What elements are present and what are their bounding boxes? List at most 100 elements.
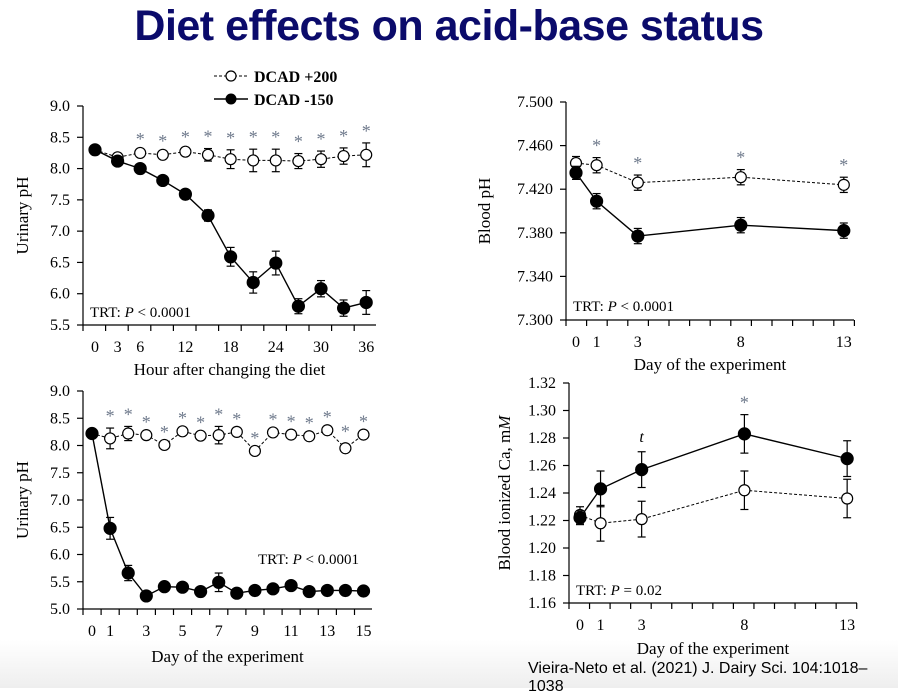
data-point-dcad-minus150: [734, 218, 748, 232]
x-tick-label: 5: [179, 623, 187, 640]
data-point-dcad-minus150: [246, 275, 260, 290]
significance-asterisk: *: [196, 413, 205, 433]
data-point-dcad-plus200: [635, 513, 648, 526]
y-tick-label: 1.20: [528, 540, 556, 557]
y-tick-label: 8.5: [50, 129, 70, 146]
y-tick-label: 7.5: [50, 192, 70, 209]
significance-asterisk: *: [740, 393, 749, 413]
data-point-dcad-minus150: [248, 583, 262, 598]
data-point-dcad-minus150: [175, 580, 190, 594]
data-point-dcad-plus200: [314, 153, 328, 166]
data-point-dcad-minus150: [314, 282, 328, 296]
x-tick-label: 18: [223, 339, 239, 356]
x-axis-title: Day of the experiment: [634, 355, 787, 374]
data-point-dcad-plus200: [269, 154, 282, 167]
data-point-dcad-minus150: [157, 580, 171, 594]
data-point-dcad-minus150: [201, 208, 215, 223]
y-axis-title: Urinary pH: [13, 177, 32, 255]
data-point-dcad-minus150: [103, 521, 117, 535]
trt-p: P: [292, 552, 302, 568]
x-tick-label: 7: [215, 623, 223, 640]
significance-asterisk: *: [633, 153, 642, 173]
trt-p-value-annotation: TRT: P < 0.0001: [258, 552, 359, 568]
legend-label-dcad-minus150: DCAD -150: [254, 92, 334, 109]
data-point-dcad-minus150: [737, 427, 752, 441]
y-tick-label: 7.500: [517, 94, 553, 111]
significance-asterisk: *: [204, 127, 213, 147]
significance-asterisk: *: [736, 148, 745, 168]
data-point-dcad-plus200: [201, 148, 215, 161]
y-tick-label: 7.460: [517, 138, 553, 155]
data-point-dcad-plus200: [357, 428, 370, 441]
significance-asterisk: *: [305, 413, 314, 433]
data-point-dcad-minus150: [230, 586, 244, 600]
y-tick-label: 7.300: [517, 312, 553, 329]
trt-value: = 0.02: [620, 583, 662, 599]
significance-asterisk: *: [269, 409, 278, 429]
data-point-dcad-plus200: [590, 159, 603, 172]
slide-title: Diet effects on acid-base status: [134, 2, 764, 50]
data-point-dcad-plus200: [360, 148, 373, 161]
x-axis-title: Day of the experiment: [151, 647, 304, 666]
significance-asterisk: *: [142, 412, 151, 432]
x-tick-label: 8: [740, 617, 748, 634]
y-tick-label: 7.0: [50, 492, 70, 509]
x-tick-label: 3: [114, 339, 122, 356]
series-line-dcad-plus200: [575, 162, 844, 186]
trt-p-value-annotation: TRT: P < 0.0001: [573, 299, 674, 315]
significance-asterisk: *: [106, 406, 115, 426]
x-tick-label: 3: [634, 334, 642, 351]
significance-asterisk: *: [181, 127, 190, 147]
data-point-dcad-plus200: [734, 171, 747, 184]
data-point-dcad-minus150: [139, 589, 153, 603]
citation: Vieira-Neto et al. (2021) J. Dairy Sci. …: [528, 660, 868, 695]
data-point-dcad-minus150: [121, 566, 135, 580]
x-tick-label: 9: [251, 623, 259, 640]
significance-asterisk: *: [250, 428, 259, 448]
data-point-dcad-plus200: [266, 426, 280, 439]
x-tick-label: 13: [839, 617, 855, 634]
data-point-dcad-minus150: [284, 578, 298, 593]
data-point-dcad-minus150: [212, 575, 226, 589]
data-point-dcad-plus200: [156, 148, 169, 161]
y-tick-label: 1.32: [528, 375, 556, 392]
y-axis-title: Urinary pH: [13, 461, 32, 539]
significance-asterisk: *: [232, 409, 241, 429]
y-tick-label: 1.30: [528, 403, 556, 420]
y-tick-label: 1.22: [528, 513, 556, 530]
y-axis-title: Blood ionized Ca, mM: [495, 415, 514, 571]
data-point-dcad-plus200: [292, 154, 305, 168]
y-tick-label: 6.0: [50, 286, 70, 303]
trt-prefix: TRT:: [573, 299, 608, 315]
data-point-dcad-minus150: [224, 250, 238, 264]
trt-p-value-annotation: TRT: P < 0.0001: [90, 305, 191, 321]
y-tick-label: 7.380: [517, 225, 553, 242]
data-point-dcad-minus150: [88, 143, 102, 157]
y-tick-label: 7.420: [517, 181, 553, 198]
y-tick-label: 8.0: [50, 161, 70, 178]
y-tick-label: 6.5: [50, 254, 70, 271]
significance-asterisk: *: [214, 404, 223, 424]
trt-value: < 0.0001: [134, 305, 191, 321]
data-point-dcad-minus150: [840, 452, 854, 466]
data-point-dcad-plus200: [631, 176, 644, 189]
x-tick-label: 0: [91, 339, 99, 356]
legend-marker-dcad-minus150: [225, 93, 237, 105]
data-point-dcad-minus150: [133, 161, 147, 176]
data-point-dcad-minus150: [593, 482, 608, 496]
y-axis-title-unit: M: [495, 415, 514, 431]
data-point-dcad-minus150: [302, 584, 316, 599]
data-point-dcad-plus200: [738, 484, 751, 497]
y-tick-label: 7.0: [50, 223, 70, 240]
data-point-dcad-plus200: [594, 517, 607, 530]
data-point-dcad-plus200: [303, 430, 316, 443]
x-tick-label: 6: [136, 339, 144, 356]
y-tick-label: 5.5: [50, 574, 70, 591]
data-point-dcad-minus150: [635, 463, 649, 477]
data-point-dcad-plus200: [339, 442, 352, 455]
data-point-dcad-plus200: [230, 425, 243, 438]
significance-asterisk: *: [294, 132, 303, 152]
chart-blood-ionized-ca: 1.161.181.201.221.241.261.281.301.320 1 3 8…: [495, 375, 858, 658]
